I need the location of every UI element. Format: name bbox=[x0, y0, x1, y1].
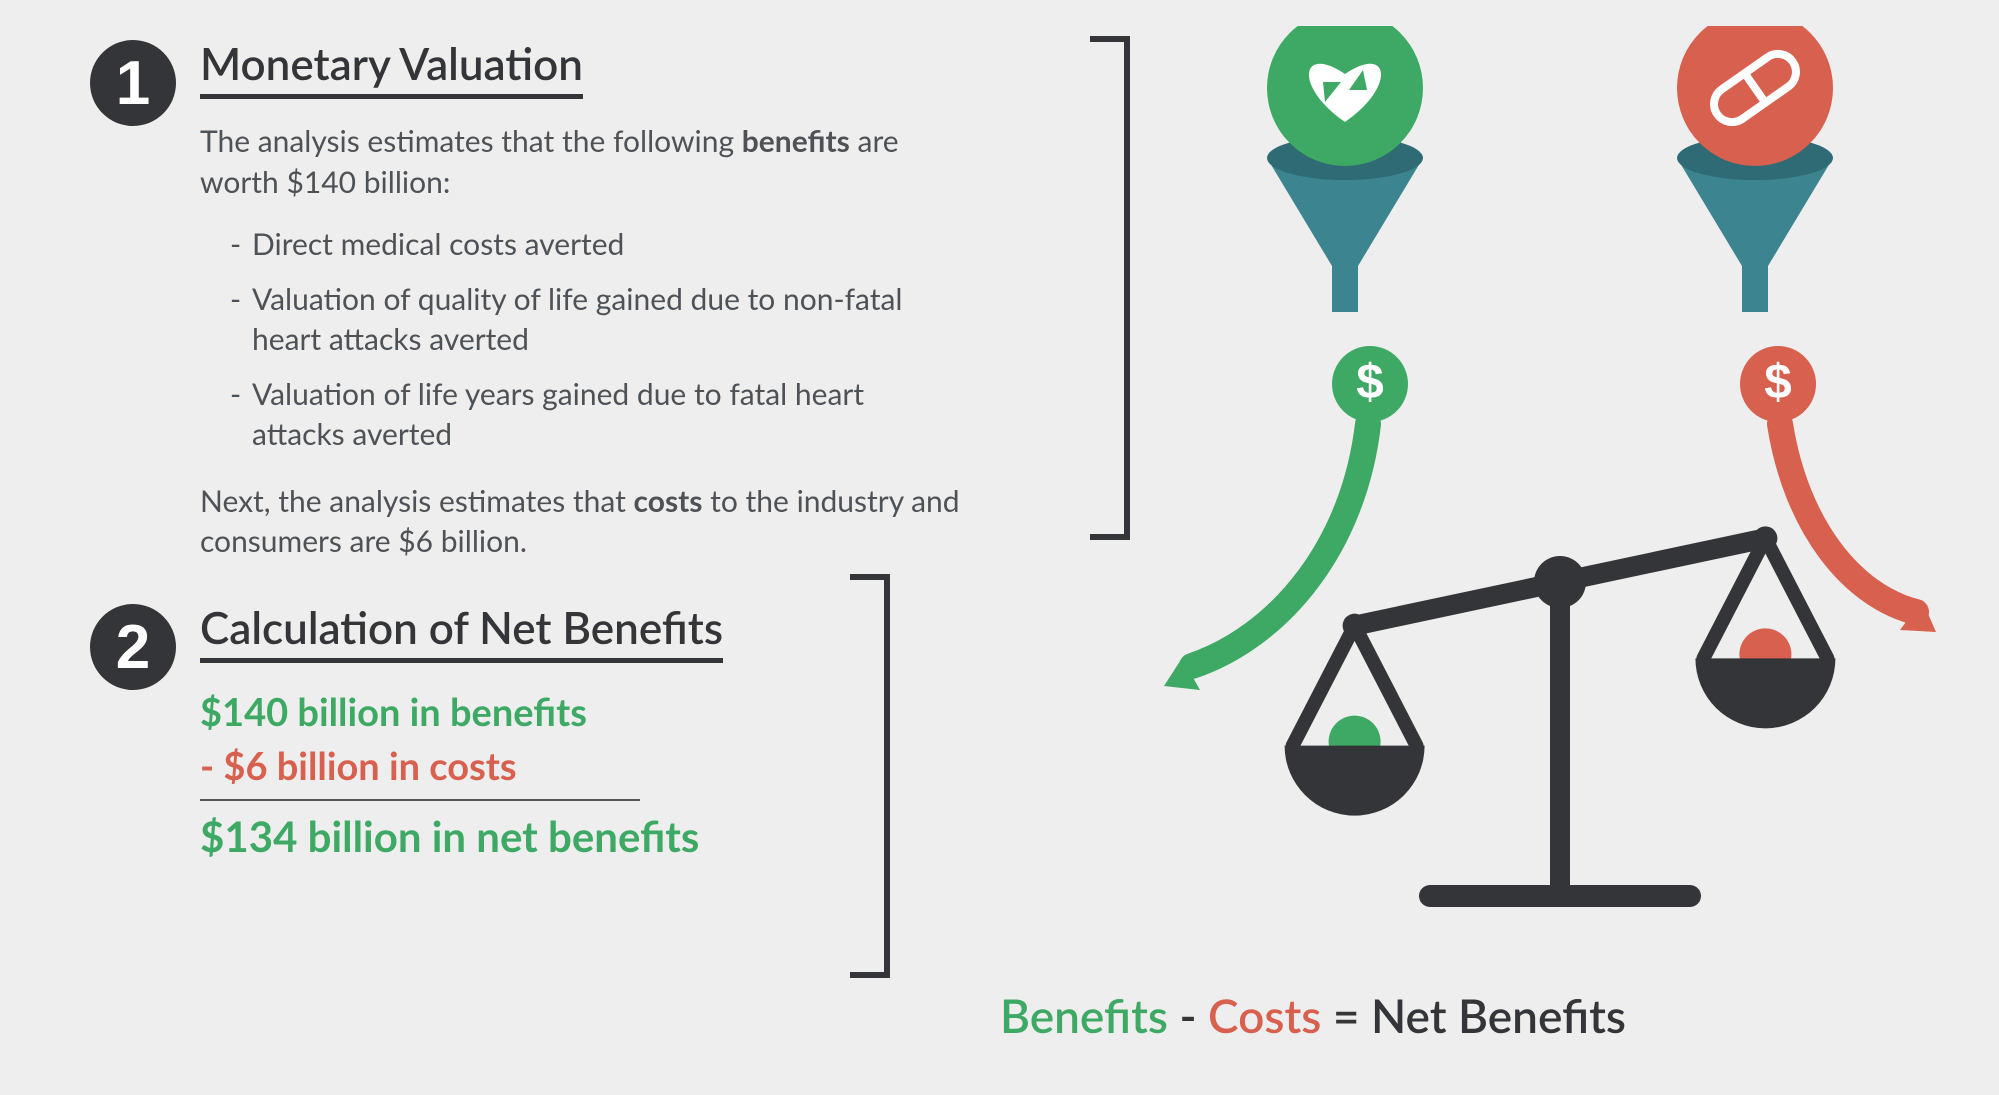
bullet-item: Direct medical costs averted bbox=[230, 224, 960, 265]
section2-number: 2 bbox=[116, 612, 150, 683]
bracket-section1 bbox=[1090, 36, 1130, 540]
formula-minus: - bbox=[1168, 988, 1208, 1043]
section2-title: Calculation of Net Benefits bbox=[200, 602, 723, 663]
outro-pre: Next, the analysis estimates that bbox=[200, 483, 634, 519]
bullet-item: Valuation of life years gained due to fa… bbox=[230, 374, 960, 455]
svg-text:$: $ bbox=[1356, 354, 1383, 409]
formula-equals: = Net Benefits bbox=[1321, 988, 1626, 1043]
calc-benefits: $140 billion in benefits bbox=[200, 685, 723, 739]
bracket-section2 bbox=[850, 574, 890, 978]
calc-net: $134 billion in net benefits bbox=[200, 807, 723, 865]
section1-number: 1 bbox=[116, 48, 150, 119]
section1-body: The analysis estimates that the followin… bbox=[200, 121, 960, 562]
calc-block: $140 billion in benefits - $6 billion in… bbox=[200, 685, 723, 865]
section2: Calculation of Net Benefits $140 billion… bbox=[200, 602, 723, 865]
formula-costs: Costs bbox=[1208, 988, 1321, 1043]
section2-number-badge: 2 bbox=[90, 604, 176, 690]
formula: Benefits - Costs = Net Benefits bbox=[1000, 988, 1626, 1043]
infographic-svg: $$ bbox=[1130, 26, 1990, 966]
outro-bold: costs bbox=[634, 483, 703, 519]
bullet-item: Valuation of quality of life gained due … bbox=[230, 279, 960, 360]
section1-intro: The analysis estimates that the followin… bbox=[200, 121, 960, 202]
svg-text:$: $ bbox=[1764, 354, 1791, 409]
intro-bold: benefits bbox=[742, 123, 850, 159]
section1-number-badge: 1 bbox=[90, 40, 176, 126]
calc-divider bbox=[200, 799, 640, 801]
intro-pre: The analysis estimates that the followin… bbox=[200, 123, 742, 159]
calc-costs: - $6 billion in costs bbox=[200, 739, 723, 793]
section1: Monetary Valuation The analysis estimate… bbox=[200, 38, 960, 584]
section1-title: Monetary Valuation bbox=[200, 38, 583, 99]
formula-benefits: Benefits bbox=[1000, 988, 1168, 1043]
section1-bullets: Direct medical costs averted Valuation o… bbox=[200, 224, 960, 455]
section1-outro: Next, the analysis estimates that costs … bbox=[200, 481, 960, 562]
